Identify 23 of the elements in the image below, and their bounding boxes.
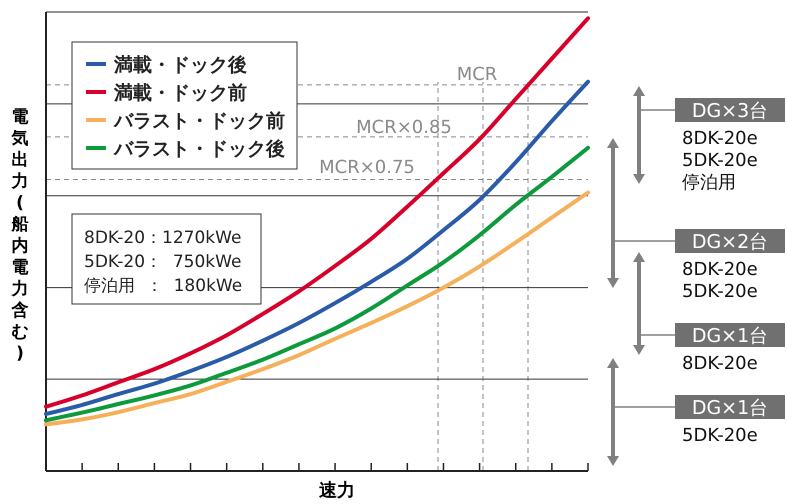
- text: DG×2台: [692, 231, 768, 253]
- legend-label: 満載・ドック前: [113, 82, 247, 104]
- text: 8DK-20e: [682, 128, 758, 149]
- text: 5DK-20e: [682, 281, 758, 302]
- annotation: 5DK-20： 750kWe: [84, 252, 242, 272]
- text: 8DK-20e: [682, 353, 758, 374]
- legend-label: バラスト・ドック前: [113, 110, 285, 132]
- x-axis-title: 速力: [319, 480, 355, 501]
- text: 5DK-20e: [682, 150, 758, 171]
- legend-label: 満載・ドック後: [113, 54, 247, 76]
- text: DG×1台: [692, 325, 768, 347]
- text: 停泊用: [682, 172, 736, 193]
- ref-line-label: MCR: [456, 64, 498, 85]
- ref-line-label: MCR×0.85: [356, 117, 452, 138]
- text: DG×1台: [692, 397, 768, 419]
- text: 電気出力(船内電力含む): [12, 107, 28, 364]
- legend-label: バラスト・ドック後: [113, 138, 285, 160]
- text: DG×3台: [692, 100, 768, 122]
- ref-line-label: MCR×0.75: [319, 157, 415, 178]
- annotation: 停泊用 ： 180kWe: [84, 276, 242, 296]
- annotation: 8DK-20：1270kWe: [84, 228, 242, 248]
- text: 5DK-20e: [682, 425, 758, 446]
- text: 8DK-20e: [682, 259, 758, 280]
